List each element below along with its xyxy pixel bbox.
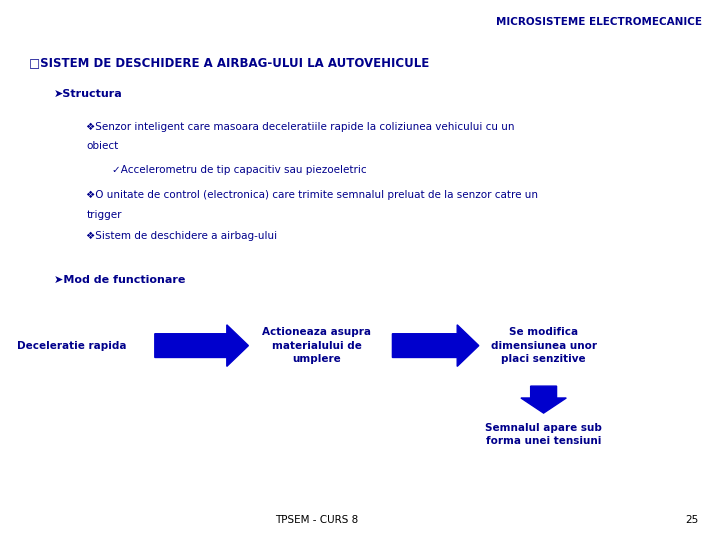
Text: 25: 25 <box>685 515 698 525</box>
Text: ❖O unitate de control (electronica) care trimite semnalul preluat de la senzor c: ❖O unitate de control (electronica) care… <box>86 190 539 200</box>
Polygon shape <box>155 325 248 366</box>
Text: obiect: obiect <box>86 141 119 152</box>
Text: Semnalul apare sub
forma unei tensiuni: Semnalul apare sub forma unei tensiuni <box>485 423 602 446</box>
Text: Se modifica
dimensiunea unor
placi senzitive: Se modifica dimensiunea unor placi senzi… <box>490 327 597 364</box>
Text: ❖Senzor inteligent care masoara deceleratiile rapide la coliziunea vehicului cu : ❖Senzor inteligent care masoara decelera… <box>86 122 515 132</box>
Text: □SISTEM DE DESCHIDERE A AIRBAG-ULUI LA AUTOVEHICULE: □SISTEM DE DESCHIDERE A AIRBAG-ULUI LA A… <box>29 57 429 70</box>
Polygon shape <box>521 386 566 413</box>
Text: Actioneaza asupra
materialului de
umplere: Actioneaza asupra materialului de umpler… <box>262 327 372 364</box>
Text: MICROSISTEME ELECTROMECANICE: MICROSISTEME ELECTROMECANICE <box>496 17 702 28</box>
Text: ➤Mod de functionare: ➤Mod de functionare <box>54 275 185 286</box>
Text: Deceleratie rapida: Deceleratie rapida <box>17 341 127 350</box>
Text: ➤Structura: ➤Structura <box>54 89 122 99</box>
Polygon shape <box>392 325 479 366</box>
Text: trigger: trigger <box>86 210 122 220</box>
Text: TPSEM - CURS 8: TPSEM - CURS 8 <box>275 515 359 525</box>
Text: ✓Accelerometru de tip capacitiv sau piezoeletric: ✓Accelerometru de tip capacitiv sau piez… <box>112 165 366 175</box>
Text: ❖Sistem de deschidere a airbag-ului: ❖Sistem de deschidere a airbag-ului <box>86 231 277 241</box>
